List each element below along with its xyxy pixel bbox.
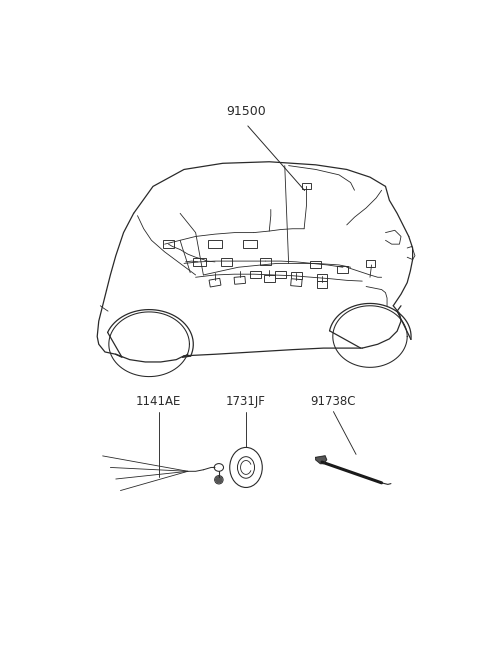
Bar [221, 258, 232, 266]
Bar [243, 240, 257, 248]
Bar [316, 282, 327, 288]
Polygon shape [316, 456, 326, 464]
Circle shape [215, 476, 223, 483]
Bar [302, 183, 311, 189]
Text: 91500: 91500 [226, 105, 266, 118]
Bar [337, 266, 348, 273]
Bar [209, 278, 221, 287]
Bar [250, 271, 261, 278]
Bar [366, 260, 375, 267]
Bar [163, 240, 174, 248]
Bar [276, 271, 286, 278]
Bar [193, 258, 206, 266]
Bar [291, 279, 302, 287]
Bar [316, 274, 327, 281]
Bar [291, 272, 302, 279]
Bar [260, 257, 271, 265]
Bar [264, 275, 275, 282]
Text: 1141AE: 1141AE [136, 395, 181, 408]
Text: 1731JF: 1731JF [226, 395, 266, 408]
Bar [208, 240, 222, 248]
Bar [234, 276, 245, 284]
Text: 91738C: 91738C [311, 395, 356, 408]
Bar [311, 261, 321, 269]
